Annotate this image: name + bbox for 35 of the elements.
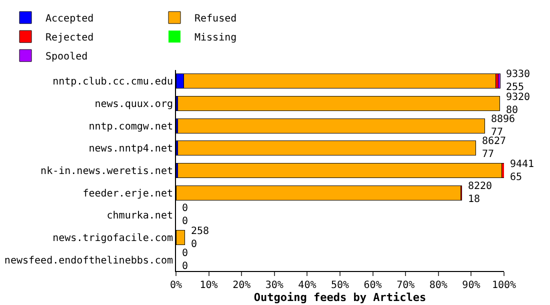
x-tick-label: 20% (232, 280, 251, 291)
y-tick-label: feeder.erje.net (82, 188, 173, 200)
text: 0 0 (182, 203, 188, 227)
text: 8896 77 (491, 114, 516, 138)
y-tick-label: news.nntp4.net (88, 144, 173, 155)
legend-label: Rejected (46, 32, 94, 44)
text: 9441 65 (510, 159, 534, 183)
x-tick-label: 40% (298, 280, 316, 291)
x-axis-title: Outgoing feeds by Articles (254, 291, 426, 304)
text: 258 0 (191, 226, 210, 250)
y-tick-label: news.quux.org (94, 99, 173, 110)
x-tick-label: 0% (170, 280, 182, 291)
y-tick-label: news.trigofacile.com (52, 233, 173, 244)
x-tick-label: 10% (200, 280, 218, 291)
y-tick-label: newsfeed.endofthelinebbs.com (4, 255, 173, 266)
y-tick-label: chmurka.net (106, 210, 173, 222)
x-tick-label: 70% (396, 280, 415, 291)
text: 8220 18 (468, 181, 492, 205)
legend-label: Spooled (46, 51, 88, 62)
x-tick-label: 100% (492, 280, 516, 291)
legend-label: Refused (194, 13, 237, 24)
x-tick-label: 30% (265, 280, 284, 291)
x-tick-label: 50% (330, 280, 350, 291)
text: 0 0 (182, 248, 188, 272)
y-tick-label: nntp.comgw.net (88, 121, 173, 132)
legend-label: Accepted (46, 13, 94, 24)
y-tick-label: nk-in.news.weretis.net (40, 166, 173, 178)
y-tick-label: nntp.club.cc.cmu.edu (52, 76, 173, 88)
x-tick-label: 90% (462, 280, 480, 291)
x-tick-label: 60% (364, 280, 382, 291)
text: 8627 77 (482, 136, 506, 160)
text: 9330 255 (506, 69, 530, 93)
legend-label: Missing (194, 32, 237, 44)
text: 9320 80 (506, 92, 530, 116)
x-tick-label: 80% (429, 280, 448, 291)
